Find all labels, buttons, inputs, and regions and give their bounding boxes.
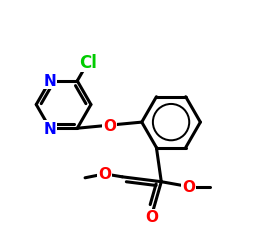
Text: O: O — [98, 167, 111, 182]
Text: O: O — [182, 179, 195, 194]
Text: N: N — [43, 74, 56, 89]
Text: O: O — [145, 209, 158, 224]
Text: Cl: Cl — [79, 54, 97, 72]
Text: N: N — [43, 121, 56, 136]
Text: O: O — [103, 118, 116, 133]
